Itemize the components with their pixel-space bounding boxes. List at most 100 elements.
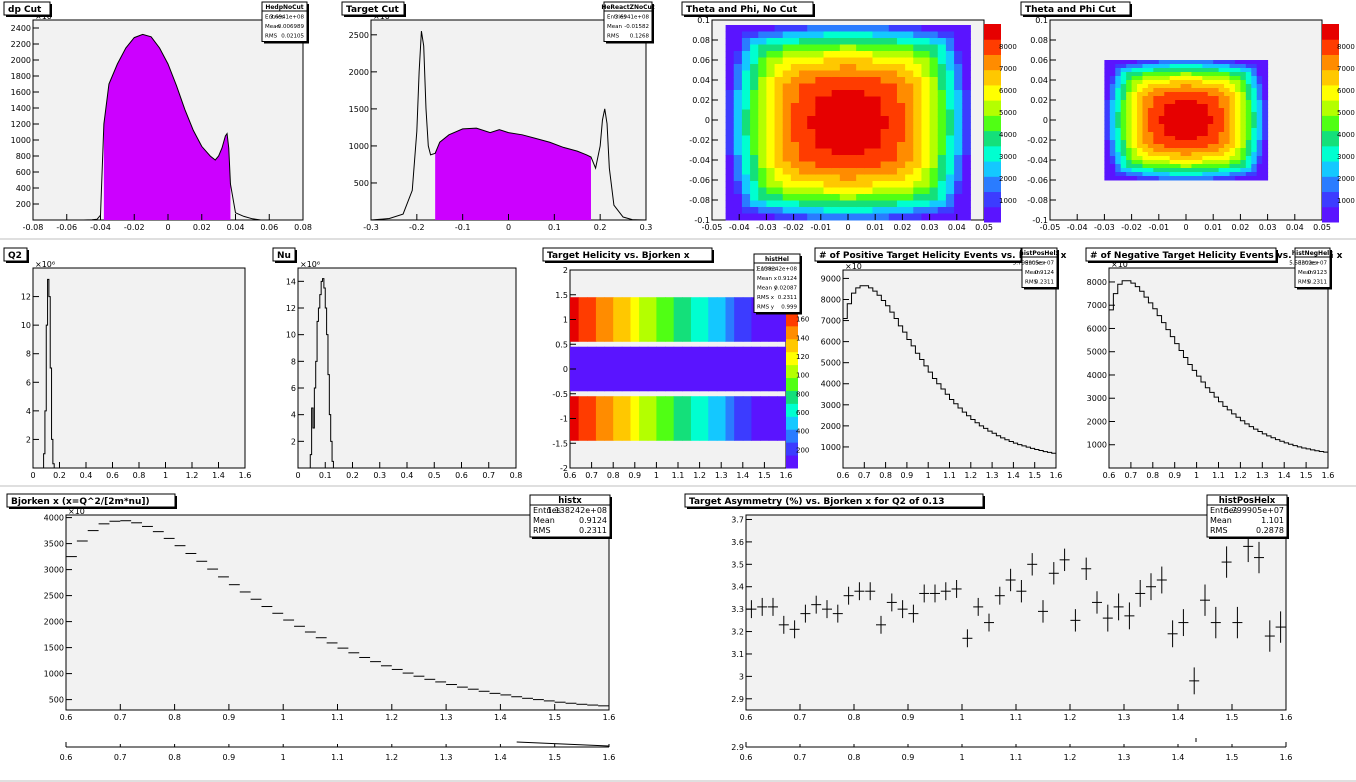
heatmap-cell	[1142, 88, 1149, 93]
heatmap-cell	[1104, 100, 1111, 105]
heatmap-cell	[1131, 128, 1138, 133]
heatmap-cell	[1234, 104, 1241, 109]
heatmap-cell	[823, 148, 833, 156]
y-tick-label: 0.5	[555, 340, 568, 349]
heatmap-cell	[1137, 96, 1143, 101]
heatmap-cell	[1169, 76, 1176, 81]
heatmap-cell	[1207, 68, 1214, 73]
heatmap-cell	[1147, 88, 1154, 93]
y-tick-label: 1000	[11, 136, 31, 145]
palette-label: 6000	[1337, 87, 1355, 95]
panel-asym: 0.6 0.7 0.8 0.9 1 1.1 1.2 1.3 1.4 1.5 1.62.933.13.…	[684, 493, 1292, 722]
heatmap-cell	[945, 103, 955, 110]
heatmap-cell	[1213, 108, 1220, 113]
heatmap-cell	[1115, 92, 1122, 97]
heatmap-cell	[888, 174, 898, 182]
x-tick-label: -0.02	[1121, 223, 1142, 232]
heatmap-cell	[880, 200, 890, 208]
heatmap-cell	[1142, 140, 1149, 145]
palette-label: 7000	[1337, 65, 1355, 73]
heatmap-cell	[937, 64, 947, 71]
x-tick-label: -0.05	[702, 223, 723, 232]
y-tick-label: 2200	[11, 40, 31, 49]
heatmap-cell	[1245, 100, 1252, 105]
y-tick-label: 12	[21, 293, 31, 302]
heatmap-cell	[1207, 164, 1214, 169]
heatmap-cell	[758, 148, 767, 156]
helicity-band-cell	[699, 297, 709, 342]
heatmap-cell	[913, 116, 922, 123]
heatmap-cell	[1169, 164, 1176, 169]
heatmap-cell	[954, 155, 963, 162]
heatmap-cell	[782, 103, 792, 110]
heatmap-cell	[856, 129, 865, 136]
heatmap-cell	[1213, 120, 1220, 125]
x-tick-label: -0.01	[1148, 223, 1169, 232]
heatmap-cell	[1229, 144, 1236, 149]
heatmap-cell	[1169, 120, 1176, 125]
heatmap-cell	[937, 77, 947, 84]
heatmap-cell	[1245, 120, 1252, 125]
heatmap-cell	[1256, 108, 1263, 113]
chart-title: Nu	[277, 251, 291, 261]
helicity-band-cell	[673, 346, 683, 392]
heatmap-cell	[1245, 144, 1252, 149]
heatmap-cell	[1104, 60, 1111, 65]
heatmap-cell	[839, 38, 849, 45]
helicity-band-cell	[639, 297, 649, 342]
heatmap-cell	[766, 44, 776, 52]
heatmap-cell	[766, 57, 776, 65]
heatmap-cell	[1186, 120, 1192, 125]
heatmap-cell	[888, 116, 898, 123]
title-box	[1085, 247, 1277, 262]
heatmap-cell	[1120, 136, 1127, 141]
heatmap-cell	[929, 200, 939, 208]
heatmap-cell	[766, 31, 776, 39]
y-tick-label: 9000	[821, 274, 841, 283]
heatmap-cell	[1175, 148, 1182, 153]
helicity-band-cell	[777, 346, 787, 392]
heatmap-cell	[1120, 172, 1127, 177]
heatmap-cell	[896, 77, 906, 84]
heatmap-cell	[1256, 64, 1263, 69]
heatmap-cell	[725, 161, 735, 169]
heatmap-cell	[905, 70, 914, 78]
heatmap-cell	[1224, 176, 1231, 181]
heatmap-cell	[905, 83, 914, 91]
heatmap-cell	[1191, 148, 1198, 153]
heatmap-cell	[945, 142, 955, 149]
helicity-band-cell	[647, 396, 657, 441]
heatmap-cell	[741, 116, 751, 123]
heatmap-cell	[782, 70, 792, 78]
stats-value: -0.01582	[624, 24, 649, 30]
heatmap-cell	[1218, 156, 1225, 161]
palette-cell	[1322, 145, 1339, 162]
heatmap-cell	[725, 77, 735, 84]
heatmap-cell	[954, 44, 963, 52]
heatmap-cell	[799, 116, 808, 123]
heatmap-cell	[1153, 60, 1160, 65]
heatmap-cell	[1262, 96, 1269, 101]
helicity-band-cell	[768, 396, 778, 441]
plot-frame	[1108, 267, 1329, 469]
heatmap-cell	[913, 51, 922, 58]
heatmap-cell	[872, 174, 882, 182]
heatmap-cell	[799, 64, 808, 71]
heatmap-cell	[1158, 64, 1165, 69]
heatmap-cell	[790, 122, 800, 130]
palette-cell	[1322, 176, 1339, 193]
heatmap-cell	[888, 213, 898, 221]
heatmap-cell	[856, 116, 865, 123]
heatmap-cell	[1164, 172, 1171, 177]
heatmap-cell	[1202, 116, 1209, 121]
heatmap-cell	[1202, 60, 1209, 65]
heatmap-cell	[1126, 152, 1133, 157]
heatmap-cell	[937, 51, 947, 58]
heatmap-cell	[937, 90, 947, 97]
lower-histogram-tail	[516, 741, 610, 747]
heatmap-cell	[1142, 80, 1149, 85]
heatmap-cell	[766, 168, 776, 175]
heatmap-cell	[1147, 136, 1154, 141]
heatmap-cell	[945, 200, 955, 208]
heatmap-cell	[864, 187, 873, 195]
